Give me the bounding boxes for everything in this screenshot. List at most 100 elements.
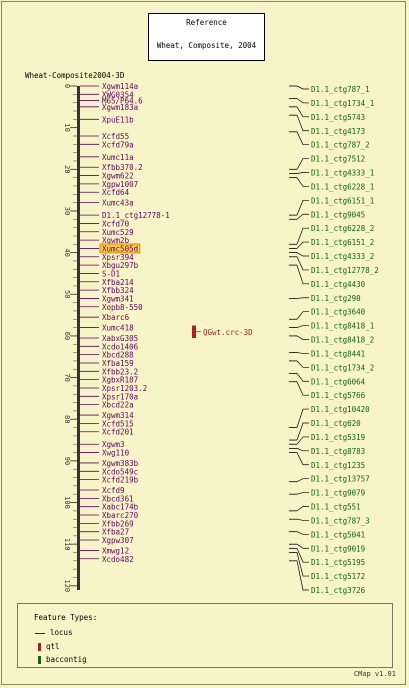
marker-label[interactable]: Xfbb324 <box>102 286 134 295</box>
contig-label[interactable]: D1.1_ctg3640 <box>311 308 366 317</box>
contig-label[interactable]: D1.1_ctg5195 <box>311 558 365 567</box>
contig-label[interactable]: D1.1_ctg1235 <box>311 461 365 470</box>
marker-label[interactable]: XWG0354 <box>102 90 134 99</box>
marker-label[interactable]: Xfba159 <box>102 359 134 368</box>
marker-label[interactable]: XpuE11b <box>102 115 134 124</box>
marker-label[interactable]: S-D1 <box>102 269 120 278</box>
contig-label[interactable]: D1.1_ctg5319 <box>311 433 365 442</box>
marker-label[interactable]: Xgwm114a <box>102 82 138 91</box>
contig-label[interactable]: D1.1_ctg8441 <box>311 349 365 358</box>
marker-label[interactable]: Xbcd361 <box>102 494 134 503</box>
marker-label[interactable]: Xumc43a <box>102 199 134 208</box>
qtl-label[interactable]: QGwt.crc-3D <box>203 328 253 337</box>
marker-label[interactable]: Xmwg12 <box>102 546 129 555</box>
contig-label[interactable]: D1.1_ctg6151_2 <box>311 238 374 247</box>
marker-label[interactable]: Xumc505d <box>102 244 138 253</box>
contig-label[interactable]: D1.1_ctg5743 <box>311 113 365 122</box>
contig-label[interactable]: D1.1_ctg620 <box>311 419 361 428</box>
marker-label[interactable]: Xcfd79a <box>102 140 134 149</box>
marker-label[interactable]: Xgwm3 <box>102 440 125 449</box>
contig-label[interactable]: D1.1_ctg8783 <box>311 447 365 456</box>
contig-label[interactable]: D1.1_ctg7512 <box>311 155 365 164</box>
contig-label[interactable]: D1.1_ctg551 <box>311 503 361 512</box>
marker-label[interactable]: Xcfd55 <box>102 132 129 141</box>
marker-label[interactable]: Xcfd70 <box>102 219 130 228</box>
marker-label[interactable]: Xfbb23.2 <box>102 367 138 376</box>
marker-label[interactable]: Xcfd515 <box>102 419 134 428</box>
marker-label[interactable]: Xbcd22a <box>102 401 134 410</box>
qtl-bar[interactable] <box>192 325 196 338</box>
contig-label[interactable]: D1.1_ctg13757 <box>311 475 370 484</box>
map-title[interactable]: Wheat-Composite2004-3D <box>25 71 125 80</box>
marker-label[interactable]: Xcdo549c <box>102 467 138 476</box>
marker-label[interactable]: Xbarc6 <box>102 313 130 322</box>
contig-label[interactable]: D1.1_ctg8418_2 <box>311 336 374 345</box>
marker-label[interactable]: D1.1_ctg12778-1 <box>102 211 170 220</box>
contig-label[interactable]: D1.1_ctg6064 <box>311 377 366 386</box>
contig-label[interactable]: D1.1_ctg5172 <box>311 572 365 581</box>
marker-label[interactable]: Xgwm622 <box>102 172 134 181</box>
marker-label[interactable]: Xumc418 <box>102 324 134 333</box>
marker-label[interactable]: Xgpw1007 <box>102 180 138 189</box>
marker-label[interactable]: Xgwm314 <box>102 411 134 420</box>
contig-label[interactable]: D1.1_ctg787_3 <box>311 516 370 525</box>
marker-label[interactable]: Xcfd201 <box>102 428 134 437</box>
contig-label[interactable]: D1.1_ctg4333_2 <box>311 252 374 261</box>
contig-label[interactable]: D1.1_ctg3726 <box>311 586 366 595</box>
marker-label[interactable]: Xfba27 <box>102 528 129 537</box>
marker-label[interactable]: Xbarc270 <box>102 511 139 520</box>
marker-label[interactable]: Xumc529 <box>102 228 134 237</box>
marker-label[interactable]: M65/P64.6 <box>102 97 143 106</box>
contig-label[interactable]: D1.1_ctg5041 <box>311 530 365 539</box>
marker-label[interactable]: Xumc11a <box>102 153 134 162</box>
marker-label[interactable]: Xcdo1406 <box>102 342 139 351</box>
contig-label[interactable]: D1.1_ctg6151_1 <box>311 196 374 205</box>
marker-label[interactable]: Xfba214 <box>102 278 134 287</box>
contig-label[interactable]: D1.1_ctg6228_2 <box>311 224 374 233</box>
contig-label[interactable]: D1.1_ctg4173 <box>311 127 365 136</box>
contig-label[interactable]: D1.1_ctg787_1 <box>311 85 370 94</box>
contig-label[interactable]: D1.1_ctg9079 <box>311 489 365 498</box>
marker-label[interactable]: Xpsr394 <box>102 253 134 262</box>
marker-label[interactable]: Xcfd219b <box>102 476 139 485</box>
contig-label[interactable]: D1.1_ctg6228_1 <box>311 182 374 191</box>
contig-label[interactable]: D1.1_ctg10420 <box>311 405 370 414</box>
marker-label[interactable]: Xgwm341 <box>102 294 134 303</box>
marker-label[interactable]: Xpsr1203.2 <box>102 384 147 393</box>
contig-label[interactable]: D1.1_ctg1734_1 <box>311 99 374 108</box>
marker-label[interactable]: Xgpw307 <box>102 536 134 545</box>
legend-item-qtl: qtl <box>35 642 60 651</box>
contig-label[interactable]: D1.1_ctg5766 <box>311 391 366 400</box>
contig-label[interactable]: D1.1_ctg4333_1 <box>311 169 374 178</box>
marker-label[interactable]: Xgwm383b <box>102 459 139 468</box>
marker-label[interactable]: Xbgu297b <box>102 261 139 270</box>
contig-leader <box>296 448 309 452</box>
marker-label[interactable]: Xbcd288 <box>102 351 134 360</box>
reference-box[interactable]: Reference Wheat, Composite, 2004 <box>148 13 265 61</box>
marker-label[interactable]: XabxG305 <box>102 334 138 343</box>
marker-label[interactable]: XgbxR187 <box>102 376 138 385</box>
contig-label[interactable]: D1.1_ctg9045 <box>311 210 365 219</box>
contig-label[interactable]: D1.1_ctg9019 <box>311 544 365 553</box>
marker-label[interactable]: Xfbb370.2 <box>102 163 143 172</box>
chromosome-bar[interactable] <box>77 86 80 590</box>
contig-leader <box>296 531 309 535</box>
contig-label[interactable]: D1.1_ctg1734_2 <box>311 363 374 372</box>
contigs: D1.1_ctg787_1 D1.1_ctg1734_1 D1.1_ctg5743 D… <box>289 85 379 595</box>
contig-label[interactable]: D1.1_ctg787_2 <box>311 141 370 150</box>
marker-label[interactable]: Xfbb269 <box>102 519 134 528</box>
marker-label[interactable]: Xopb8-550 <box>102 303 143 312</box>
marker-label[interactable]: Xcdo482 <box>102 555 134 564</box>
marker-label[interactable]: Xwg110 <box>102 449 130 458</box>
contig-leader <box>296 373 309 382</box>
marker-label[interactable]: Xpsr170a <box>102 392 138 401</box>
marker-label[interactable]: Xabc174b <box>102 503 139 512</box>
marker-label[interactable]: Xcfd64 <box>102 188 130 197</box>
contig-label[interactable]: D1.1_ctg4430 <box>311 280 366 289</box>
marker-label[interactable]: Xgwm183a <box>102 103 138 112</box>
contig-label[interactable]: D1.1_ctg8418_1 <box>311 322 374 331</box>
marker-label[interactable]: Xgwm2b <box>102 236 130 245</box>
marker-label[interactable]: Xcfd9 <box>102 486 125 495</box>
contig-label[interactable]: D1.1_ctg290 <box>311 294 361 303</box>
contig-label[interactable]: D1.1_ctg12778_2 <box>311 266 379 275</box>
